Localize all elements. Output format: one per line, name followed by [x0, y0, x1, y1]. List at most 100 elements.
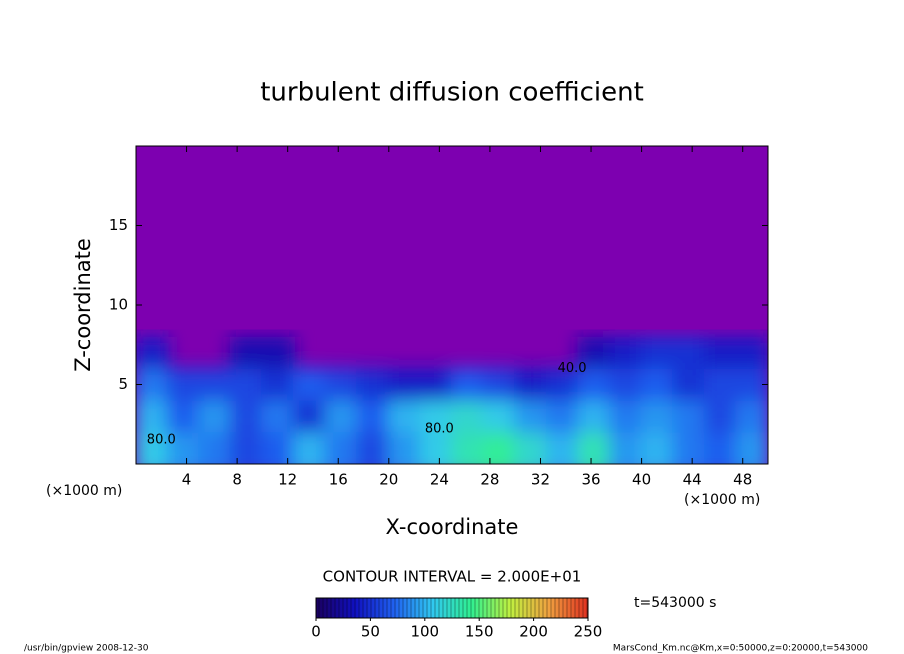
- heat-cell: [640, 400, 675, 433]
- x-unit-label: (×1000 m): [684, 492, 760, 508]
- contour-interval: CONTOUR INTERVAL = 2.000E+01: [323, 568, 582, 586]
- heat-cell: [229, 400, 264, 433]
- heat-cell: [136, 336, 169, 369]
- x-tick-label: 8: [232, 471, 242, 489]
- heat-cell: [545, 400, 580, 433]
- heat-cell: [387, 368, 422, 401]
- heat-cell: [293, 400, 327, 433]
- footer-left: /usr/bin/gpview 2008-12-30: [24, 644, 149, 654]
- heat-cell: [356, 432, 390, 464]
- colorbar-tick-label: 250: [574, 623, 603, 641]
- heat-cell: [261, 368, 295, 401]
- heat-cell: [136, 400, 169, 433]
- heat-cell: [198, 432, 232, 464]
- heat-cell: [324, 400, 359, 433]
- heat-cell: [198, 400, 232, 433]
- heat-cell: [166, 368, 201, 401]
- x-tick-label: 32: [531, 471, 550, 489]
- x-tick-label: 48: [733, 471, 752, 489]
- heat-cell: [166, 400, 201, 433]
- heat-cell: [419, 400, 453, 433]
- heat-cell: [577, 432, 611, 464]
- colorbar-tick-label: 200: [519, 623, 548, 641]
- x-tick-label: 20: [379, 471, 398, 489]
- heat-cell: [577, 336, 611, 369]
- heat-cell: [672, 336, 706, 369]
- colorbar: [315, 597, 589, 619]
- chart-title: turbulent diffusion coefficient: [260, 78, 644, 108]
- heat-cell: [261, 400, 295, 433]
- heat-cell: [609, 400, 643, 433]
- x-tick-label: 28: [480, 471, 499, 489]
- heat-cell: [609, 432, 643, 464]
- heat-cell: [577, 400, 611, 433]
- heat-cell: [324, 368, 359, 401]
- x-tick-label: 12: [278, 471, 297, 489]
- heat-cell: [229, 336, 264, 369]
- x-tick-label: 40: [632, 471, 651, 489]
- y-tick-label: 10: [109, 296, 128, 314]
- heat-cell: [545, 432, 580, 464]
- colorbar-tick-label: 50: [361, 623, 380, 641]
- heat-cell: [198, 368, 232, 401]
- x-tick-label: 24: [430, 471, 449, 489]
- heat-cell: [514, 400, 548, 433]
- colorbar-tick-label: 0: [311, 623, 321, 641]
- heat-cell: [387, 432, 422, 464]
- heat-cell: [356, 400, 390, 433]
- heat-cell: [577, 368, 611, 401]
- field-cells: [136, 336, 768, 464]
- time-label: t=543000 s: [634, 595, 716, 611]
- heat-cell: [451, 400, 485, 433]
- heat-cell: [514, 368, 548, 401]
- contour-label: 80.0: [147, 433, 176, 448]
- colorbar-tick-label: 150: [465, 623, 494, 641]
- heat-cell: [640, 368, 675, 401]
- heat-cell: [324, 432, 359, 464]
- heat-cell: [293, 368, 327, 401]
- heat-cell: [136, 432, 169, 464]
- contour-label: 80.0: [425, 422, 454, 437]
- field: 80.0 40.0 80.0: [136, 336, 768, 464]
- heat-cell: [419, 432, 453, 464]
- footer-right: MarsCond_Km.nc@Km,x=0:50000,z=0:20000,t=…: [613, 644, 868, 654]
- heat-cell: [640, 336, 675, 369]
- heat-cell: [703, 368, 738, 401]
- heat-cell: [609, 336, 643, 369]
- heat-cell: [735, 432, 768, 464]
- heat-cell: [166, 432, 201, 464]
- heat-cell: [703, 432, 738, 464]
- heat-cell: [356, 368, 390, 401]
- heat-cell: [482, 368, 517, 401]
- y-tick-label: 15: [109, 216, 128, 234]
- x-tick-label: 16: [329, 471, 348, 489]
- colorbar-tick-label: 100: [410, 623, 439, 641]
- heat-cell: [482, 400, 517, 433]
- heat-cell: [672, 368, 706, 401]
- heat-cell: [293, 432, 327, 464]
- heat-cell: [703, 400, 738, 433]
- x-tick-label: 36: [581, 471, 600, 489]
- x-axis-title: X-coordinate: [386, 515, 519, 539]
- x-tick-label: 44: [683, 471, 702, 489]
- heat-cell: [261, 432, 295, 464]
- heat-cell: [387, 400, 422, 433]
- heat-cell: [229, 432, 264, 464]
- heat-cell: [640, 432, 675, 464]
- heat-cell: [261, 336, 295, 369]
- heat-cell: [735, 336, 768, 369]
- heat-cell: [672, 400, 706, 433]
- heat-cell: [703, 336, 738, 369]
- heat-cell: [229, 368, 264, 401]
- heat-cell: [672, 432, 706, 464]
- heat-cell: [419, 368, 453, 401]
- heat-cell: [451, 432, 485, 464]
- contour-label: 40.0: [558, 361, 587, 376]
- heat-cell: [735, 400, 768, 433]
- y-tick-label: 5: [118, 375, 128, 393]
- heat-cell: [545, 368, 580, 401]
- heat-cell: [482, 432, 517, 464]
- heat-cell: [451, 368, 485, 401]
- y-axis-title: Z-coordinate: [71, 238, 95, 372]
